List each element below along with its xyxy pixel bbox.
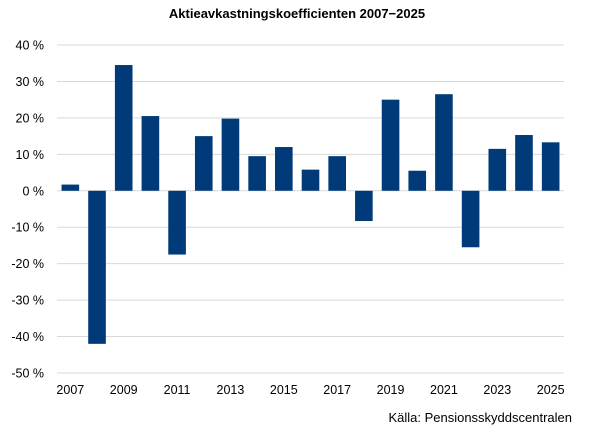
bar-2025 <box>541 142 560 191</box>
bar-2008 <box>88 190 106 344</box>
bar-2024 <box>515 135 533 191</box>
x-tick-label: 2011 <box>164 383 191 397</box>
y-tick-label: 0 % <box>22 184 44 198</box>
bar-2013 <box>221 118 240 191</box>
x-tick-label: 2013 <box>217 383 245 397</box>
x-tick-label: 2025 <box>537 383 565 397</box>
y-tick-label: -50 % <box>11 367 44 381</box>
bar-2020 <box>408 170 427 191</box>
source-note: Källa: Pensionsskyddscentralen <box>388 410 572 425</box>
y-tick-label: -10 % <box>11 221 44 235</box>
y-tick-label: 30 % <box>16 75 45 89</box>
y-axis-tick-labels: 40 % 30 % 20 % 10 % 0 % -10 % -20 % -30 % -40 % -… <box>11 39 44 381</box>
x-tick-label: 2009 <box>110 383 138 397</box>
x-tick-label: 2007 <box>56 383 84 397</box>
x-tick-label: 2023 <box>483 383 511 397</box>
x-tick-label: 2017 <box>323 383 351 397</box>
bar-2011 <box>168 190 186 255</box>
bar-2012 <box>194 136 213 191</box>
chart-title: Aktieavkastningskoefficienten 2007−2025 <box>169 6 425 21</box>
y-tick-label: 10 % <box>16 148 45 162</box>
bar-2018 <box>355 190 373 222</box>
bar-2022 <box>461 190 480 248</box>
bar-2021 <box>435 94 453 191</box>
x-tick-label: 2021 <box>430 383 458 397</box>
y-tick-label: -40 % <box>11 330 44 344</box>
x-tick-label: 2019 <box>377 383 405 397</box>
y-tick-label: -20 % <box>11 257 44 271</box>
bar-2017 <box>328 156 346 191</box>
gridlines <box>57 44 564 374</box>
x-axis-tick-labels: 2007 2009 2011 2013 2015 2017 2019 2021 2023 2025 <box>56 383 564 397</box>
x-tick-label: 2015 <box>270 383 298 397</box>
y-tick-label: 20 % <box>16 111 45 125</box>
bar-2016 <box>301 169 320 191</box>
y-tick-label: 40 % <box>16 39 45 53</box>
bars <box>61 65 560 344</box>
bar-2009 <box>114 65 133 191</box>
bar-2010 <box>141 116 160 191</box>
bar-2007 <box>61 184 80 191</box>
bar-2019 <box>381 99 400 191</box>
y-tick-label: -30 % <box>11 294 44 308</box>
bar-2015 <box>275 147 293 191</box>
bar-2023 <box>488 148 507 191</box>
bar-2014 <box>248 156 266 191</box>
